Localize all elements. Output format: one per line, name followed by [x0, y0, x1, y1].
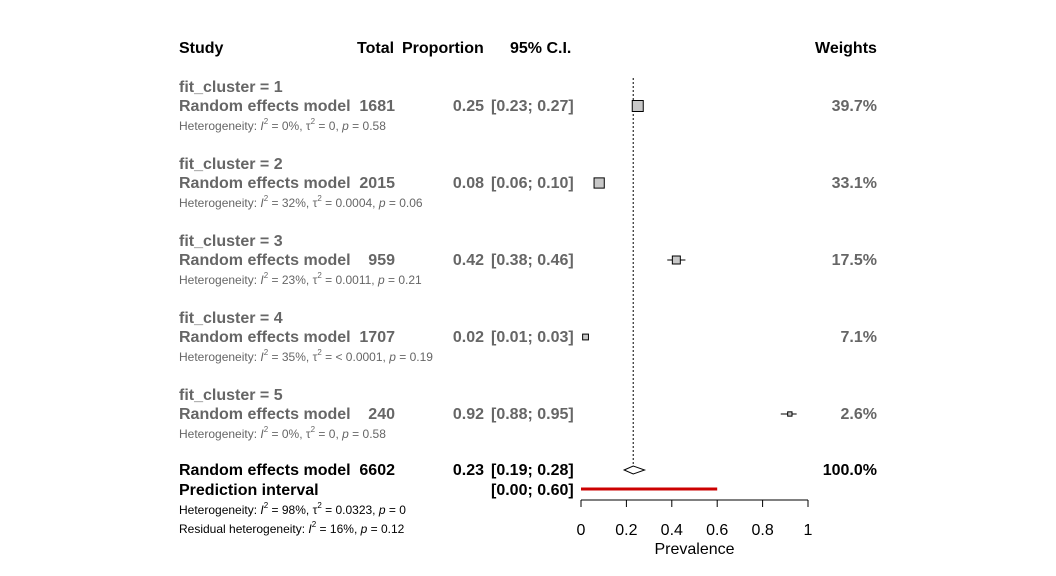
subgroup-model-label: Random effects model	[179, 329, 351, 346]
x-tick-label: 1	[804, 522, 813, 539]
overall-ci: [0.19; 0.28]	[491, 462, 574, 479]
subgroup-model-label: Random effects model	[179, 98, 351, 115]
header-proportion: Proportion	[402, 40, 484, 57]
subgroup-total: 1681	[359, 98, 395, 115]
subgroup-weight: 39.7%	[831, 98, 877, 115]
subgroup-heterogeneity: Heterogeneity: I2 = 23%, τ2 = 0.0011, p …	[179, 271, 422, 287]
subgroup-title: fit_cluster = 1	[179, 79, 283, 96]
x-tick-label: 0.6	[706, 522, 728, 539]
subgroup-title: fit_cluster = 3	[179, 233, 283, 250]
subgroup-title: fit_cluster = 4	[179, 310, 283, 327]
x-tick-label: 0.2	[615, 522, 637, 539]
header-total: Total	[357, 40, 395, 57]
subgroup-title: fit_cluster = 2	[179, 156, 283, 173]
prediction-label: Prediction interval	[179, 482, 319, 499]
overall-diamond	[622, 465, 647, 475]
subgroup-heterogeneity: Heterogeneity: I2 = 0%, τ2 = 0, p = 0.58	[179, 425, 386, 441]
subgroup-estimate-square	[593, 177, 605, 189]
header-ci: 95% C.I.	[510, 40, 572, 57]
prediction-ci: [0.00; 0.60]	[491, 482, 574, 499]
overall-proportion: 0.23	[452, 462, 484, 479]
subgroup-weight: 17.5%	[831, 252, 877, 269]
subgroup-ci: [0.06; 0.10]	[491, 175, 574, 192]
subgroup-total: 1707	[359, 329, 395, 346]
subgroup-model-label: Random effects model	[179, 175, 351, 192]
subgroup-proportion: 0.25	[452, 98, 484, 115]
subgroup-estimate-square	[787, 411, 793, 417]
overall-total: 6602	[359, 462, 395, 479]
residual-heterogeneity: Residual heterogeneity: I2 = 16%, p = 0.…	[179, 520, 405, 536]
subgroup-weight: 33.1%	[831, 175, 877, 192]
x-tick-label: 0.4	[661, 522, 683, 539]
subgroup-total: 2015	[359, 175, 395, 192]
x-tick-label: 0	[577, 522, 586, 539]
x-axis-title: Prevalence	[654, 541, 734, 558]
subgroup-estimate-square	[582, 333, 589, 341]
subgroup-estimate-square	[671, 255, 681, 265]
subgroup-proportion: 0.08	[452, 175, 484, 192]
subgroup-ci: [0.88; 0.95]	[491, 406, 574, 423]
header-study: Study	[179, 40, 224, 57]
subgroup-total: 959	[368, 252, 395, 269]
subgroup-estimate-square	[631, 100, 644, 112]
subgroup-title: fit_cluster = 5	[179, 387, 283, 404]
x-tick-label: 0.8	[751, 522, 773, 539]
subgroup-weight: 7.1%	[840, 329, 877, 346]
subgroup-model-label: Random effects model	[179, 252, 351, 269]
subgroup-heterogeneity: Heterogeneity: I2 = 0%, τ2 = 0, p = 0.58	[179, 117, 386, 133]
subgroup-proportion: 0.02	[452, 329, 484, 346]
subgroup-ci: [0.01; 0.03]	[491, 329, 574, 346]
overall-weight: 100.0%	[822, 462, 877, 479]
subgroup-ci: [0.38; 0.46]	[491, 252, 574, 269]
subgroup-weight: 2.6%	[840, 406, 877, 423]
subgroup-heterogeneity: Heterogeneity: I2 = 32%, τ2 = 0.0004, p …	[179, 194, 423, 210]
subgroup-proportion: 0.92	[452, 406, 484, 423]
subgroup-heterogeneity: Heterogeneity: I2 = 35%, τ2 = < 0.0001, …	[179, 348, 433, 364]
subgroup-proportion: 0.42	[452, 252, 484, 269]
subgroup-ci: [0.23; 0.27]	[491, 98, 574, 115]
subgroup-total: 240	[368, 406, 395, 423]
overall-label: Random effects model	[179, 462, 351, 479]
subgroup-model-label: Random effects model	[179, 406, 351, 423]
overall-heterogeneity: Heterogeneity: I2 = 98%, τ2 = 0.0323, p …	[179, 501, 406, 517]
header-weights: Weights	[815, 40, 877, 57]
